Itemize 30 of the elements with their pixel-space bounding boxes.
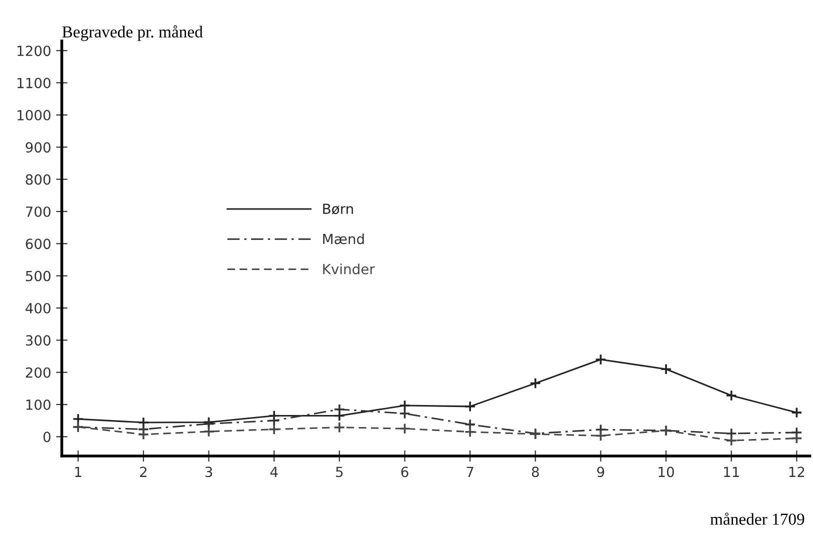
x-tick-label: 10 (658, 466, 674, 478)
x-tick-label: 9 (597, 466, 604, 478)
y-tick-label: 300 (26, 335, 50, 346)
y-tick-label: 1000 (18, 110, 50, 120)
y-tick-label: 800 (26, 174, 50, 185)
x-tick-label: 11 (724, 466, 739, 477)
x-tick-label: 4 (270, 466, 278, 477)
y-tick-label: 100 (26, 399, 50, 410)
y-axis-title: Begravede pr. måned (62, 25, 203, 41)
x-tick-label: 6 (401, 466, 408, 478)
x-tick-label: 1 (75, 466, 82, 477)
y-tick-label: 1200 (18, 46, 50, 56)
y-tick-label: 500 (26, 270, 50, 282)
y-tick-label: 400 (26, 302, 50, 314)
text: Mænd (323, 233, 364, 244)
y-tick-label: 700 (26, 206, 50, 217)
y-tick-label: 600 (26, 238, 50, 250)
x-tick-label: 7 (466, 466, 474, 477)
x-tick-label: 3 (205, 466, 212, 478)
text: Børn (323, 204, 353, 215)
x-tick-label: 8 (532, 466, 539, 478)
text: Kvinder (323, 264, 375, 274)
x-tick-label: 12 (789, 466, 804, 477)
y-tick-label: 900 (26, 142, 50, 153)
y-tick-label: 0 (43, 432, 50, 442)
y-tick-label: 1100 (18, 78, 50, 88)
x-axis-title: måneder 1709 (710, 512, 804, 525)
x-tick-label: 2 (140, 466, 146, 477)
y-tick-label: 200 (26, 367, 50, 378)
x-tick-label: 5 (336, 466, 343, 478)
